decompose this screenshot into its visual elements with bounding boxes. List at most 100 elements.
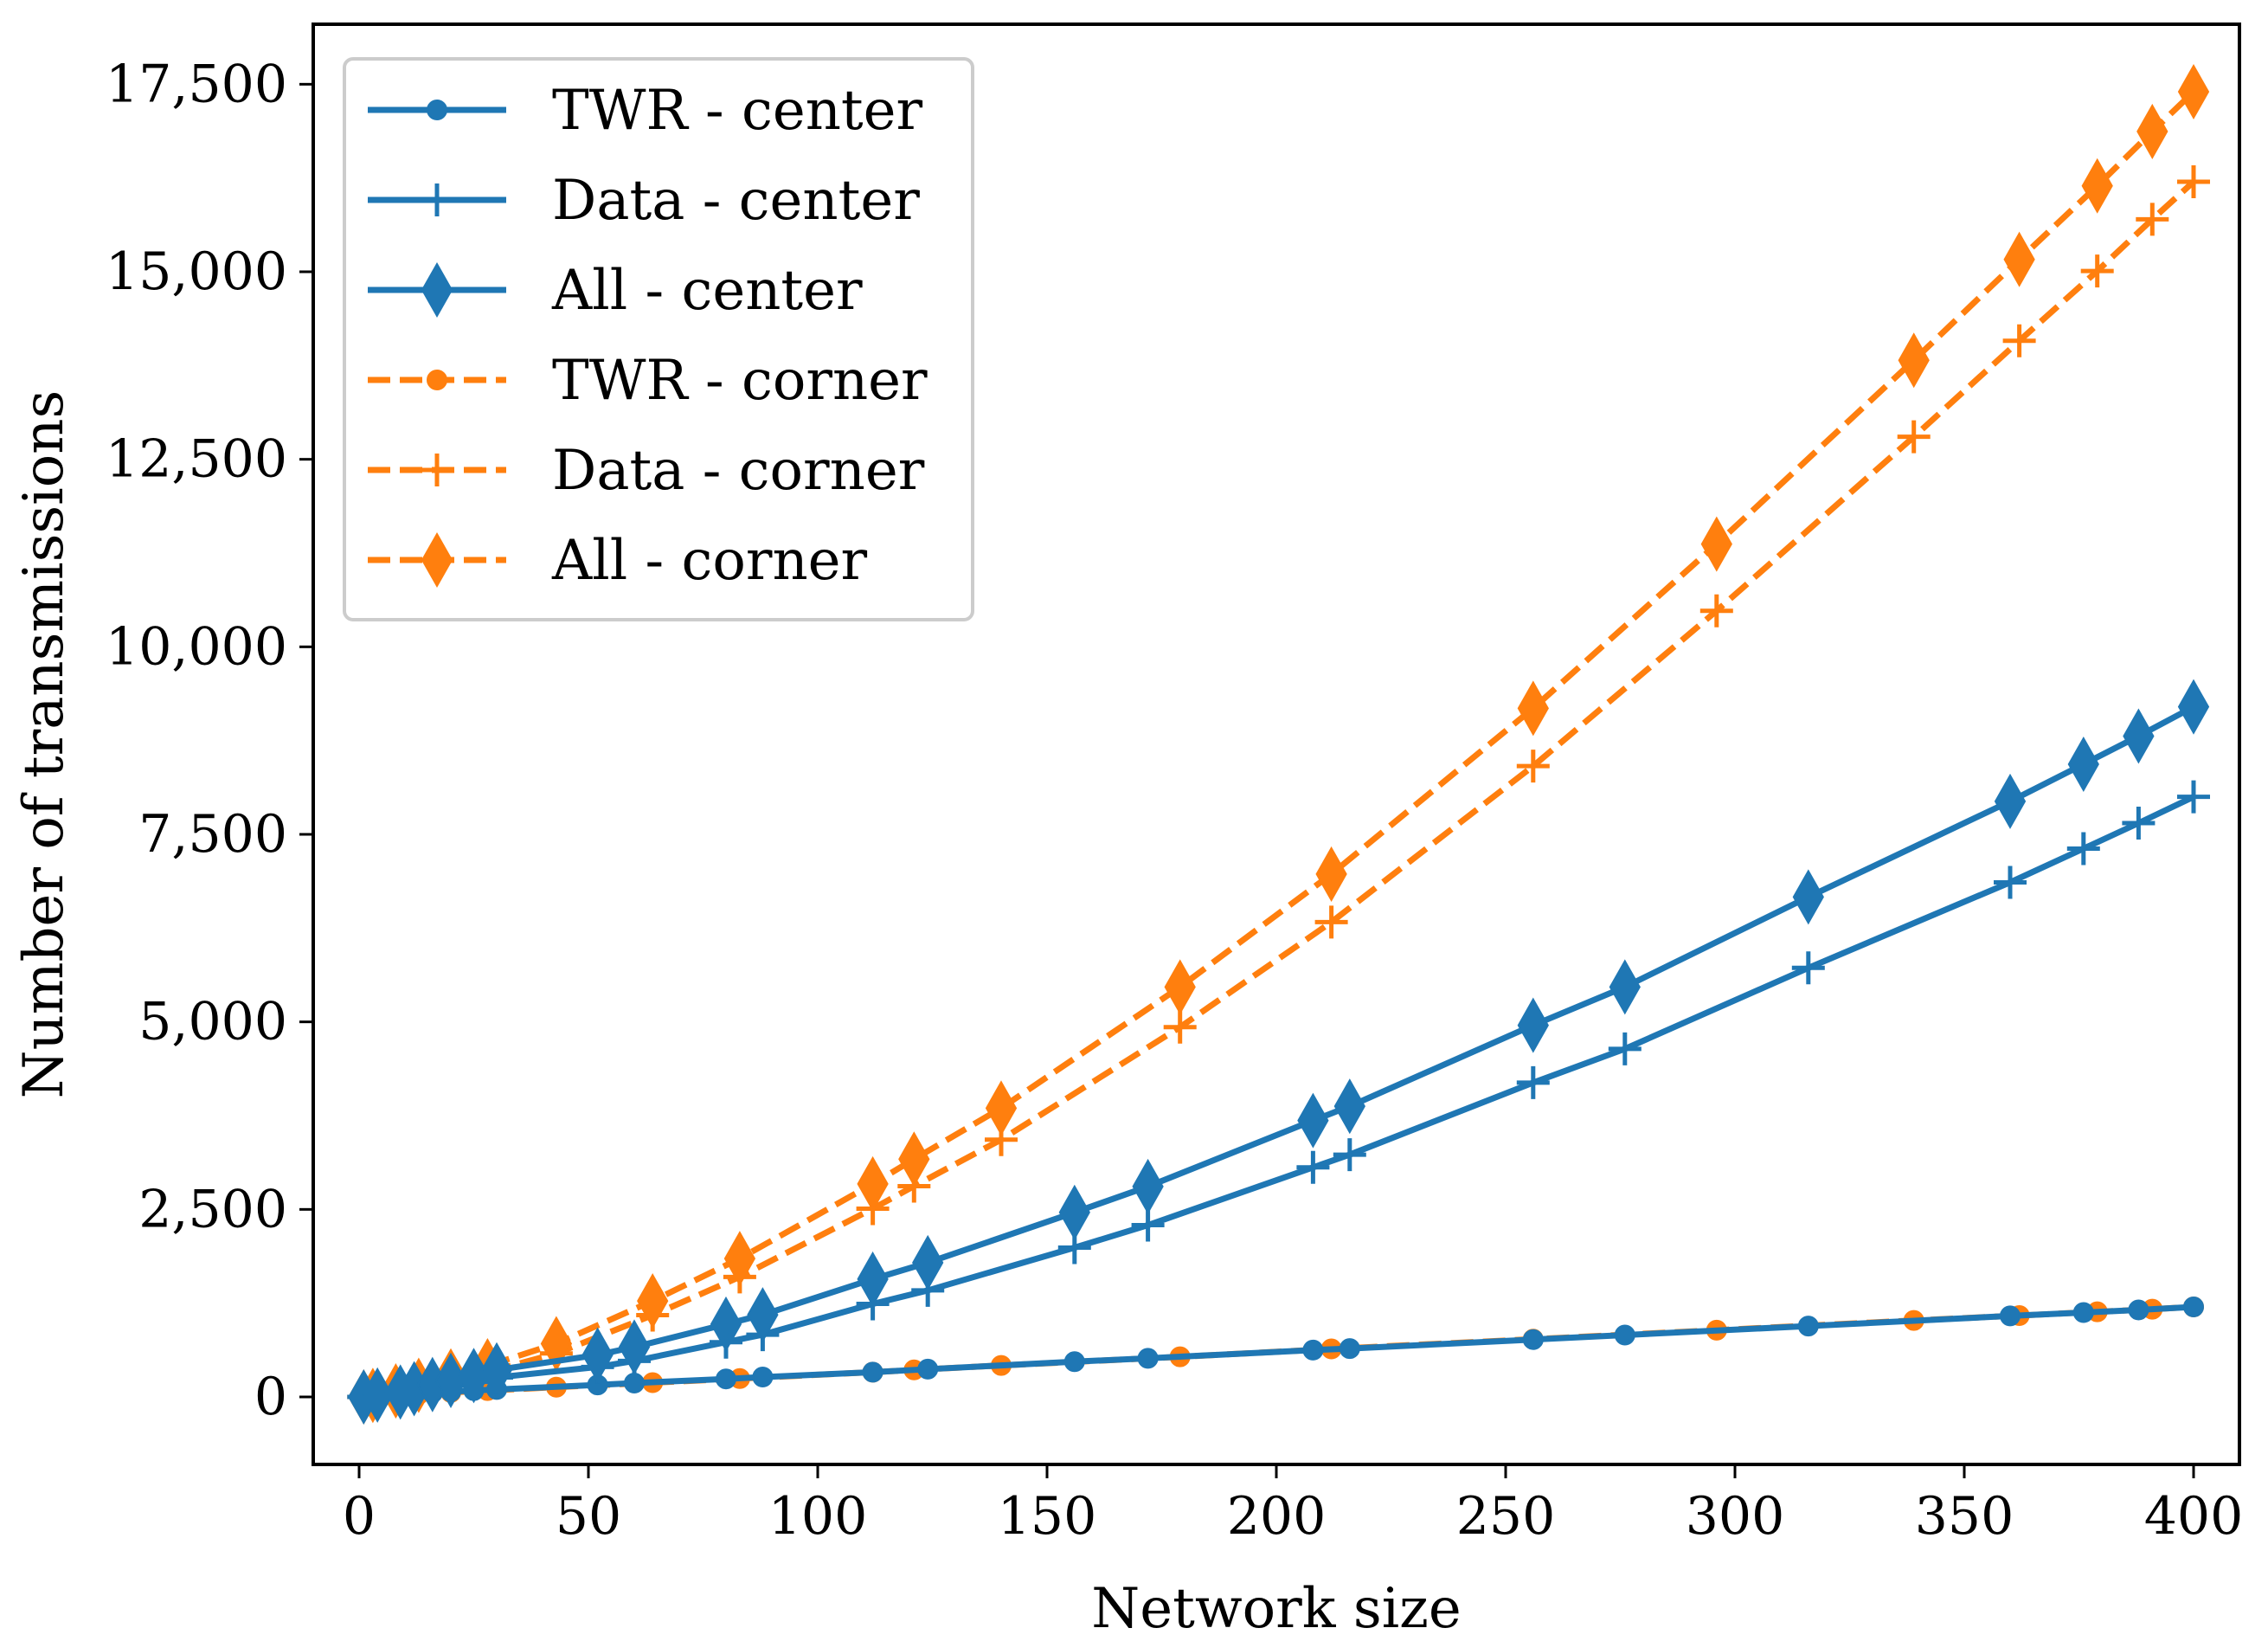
data-point-diamond xyxy=(898,1131,930,1187)
series-all-center xyxy=(348,679,2210,1425)
data-point-diamond xyxy=(985,1080,1018,1136)
y-axis-ticks: 0 2,500 5,000 7,500 10,000 12,500 15,000 17,500 xyxy=(106,54,313,1427)
legend-entry: Data - center xyxy=(368,169,920,233)
y-tick-label: 5,000 xyxy=(138,992,287,1052)
data-point-diamond xyxy=(480,1342,513,1398)
data-point-diamond xyxy=(421,531,453,589)
data-point-plus xyxy=(1699,594,1733,627)
legend-entry: TWR - center xyxy=(368,79,923,143)
y-tick-label: 0 xyxy=(254,1367,287,1427)
legend-label: Data - corner xyxy=(552,439,925,503)
data-point-diamond xyxy=(912,1234,944,1290)
data-point-circle xyxy=(917,1358,939,1380)
data-point-plus xyxy=(1516,1065,1550,1099)
data-point-diamond xyxy=(2081,158,2113,214)
data-point-diamond xyxy=(1994,773,2027,829)
data-point-diamond xyxy=(1297,1092,1329,1149)
data-point-diamond xyxy=(581,1327,614,1383)
data-point-plus xyxy=(1994,866,2027,899)
legend-entry: All - corner xyxy=(368,529,868,593)
data-point-diamond xyxy=(857,1251,889,1307)
legend-entry: All - center xyxy=(368,259,863,323)
legend: TWR - center Data - center All - center TWR… xyxy=(343,57,974,621)
data-point-diamond xyxy=(1609,959,1641,1015)
data-point-plus xyxy=(1791,951,1825,985)
data-point-circle xyxy=(862,1361,883,1383)
x-tick-label: 200 xyxy=(1227,1486,1327,1547)
data-point-diamond xyxy=(2136,103,2168,159)
data-point-plus xyxy=(2136,203,2169,236)
y-tick-label: 10,000 xyxy=(106,616,287,677)
x-tick-label: 250 xyxy=(1456,1486,1556,1547)
data-point-plus xyxy=(1608,1032,1642,1065)
x-tick-label: 50 xyxy=(556,1486,621,1547)
data-point-diamond xyxy=(2123,708,2155,764)
data-point-circle xyxy=(1302,1339,1324,1361)
data-point-plus xyxy=(421,454,453,486)
legend-label: All - corner xyxy=(551,529,868,593)
y-tick-label: 7,500 xyxy=(138,804,287,865)
data-point-plus xyxy=(1296,1150,1330,1184)
data-point-circle xyxy=(716,1368,736,1390)
data-point-diamond xyxy=(857,1155,889,1212)
data-point-circle xyxy=(427,370,447,390)
data-point-diamond xyxy=(1517,680,1549,737)
data-point-diamond xyxy=(1132,1158,1164,1214)
y-tick-label: 15,000 xyxy=(106,241,287,302)
data-point-plus xyxy=(1163,1010,1197,1044)
data-point-diamond xyxy=(2067,736,2099,792)
data-point-plus xyxy=(421,183,453,216)
y-tick-label: 17,500 xyxy=(106,54,287,114)
data-point-circle xyxy=(1614,1324,1635,1346)
data-point-diamond xyxy=(1792,869,1824,925)
data-point-plus xyxy=(1897,420,1931,454)
data-point-circle xyxy=(1137,1348,1159,1369)
data-point-plus xyxy=(1314,905,1348,939)
data-point-diamond xyxy=(1315,846,1347,902)
data-point-plus xyxy=(2177,165,2210,198)
data-point-diamond xyxy=(421,261,453,319)
data-point-circle xyxy=(1339,1338,1360,1360)
data-point-plus xyxy=(2122,807,2156,840)
data-point-diamond xyxy=(1058,1184,1090,1240)
legend-entry: TWR - corner xyxy=(368,349,928,413)
data-point-diamond xyxy=(1898,332,1930,389)
data-point-diamond xyxy=(747,1287,779,1343)
data-point-diamond xyxy=(362,1367,394,1423)
legend-label: TWR - center xyxy=(552,79,923,143)
data-point-circle xyxy=(2000,1305,2021,1327)
x-axis-ticks: 0 50 100 150 200 250 300 350 400 xyxy=(343,1464,2243,1547)
data-point-plus xyxy=(2066,832,2100,866)
data-point-diamond xyxy=(2177,679,2210,735)
data-point-diamond xyxy=(637,1273,669,1329)
series-layer xyxy=(347,63,2210,1425)
data-point-diamond xyxy=(1700,516,1732,572)
data-point-circle xyxy=(1522,1329,1544,1350)
data-point-diamond xyxy=(1333,1078,1365,1135)
data-point-circle xyxy=(2072,1302,2094,1323)
data-point-circle xyxy=(1063,1351,1085,1373)
data-point-plus xyxy=(2080,254,2114,288)
x-tick-label: 300 xyxy=(1686,1486,1785,1547)
x-tick-label: 100 xyxy=(768,1486,868,1547)
data-point-diamond xyxy=(2177,63,2210,120)
data-point-diamond xyxy=(1517,997,1549,1053)
data-point-diamond xyxy=(2003,231,2035,287)
data-point-circle xyxy=(2128,1299,2149,1321)
x-tick-label: 350 xyxy=(1915,1486,2014,1547)
legend-label: TWR - corner xyxy=(552,349,928,413)
y-tick-label: 2,500 xyxy=(138,1179,287,1239)
data-point-diamond xyxy=(723,1231,756,1287)
x-tick-label: 150 xyxy=(998,1486,1097,1547)
data-point-plus xyxy=(1333,1138,1366,1172)
y-axis-label: Number of transmissions xyxy=(12,390,76,1099)
data-point-plus xyxy=(2002,324,2036,357)
data-point-plus xyxy=(1516,750,1550,783)
legend-entry: Data - corner xyxy=(368,439,925,503)
data-point-circle xyxy=(427,100,447,120)
x-axis-label: Network size xyxy=(1091,1577,1462,1641)
y-tick-label: 12,500 xyxy=(106,429,287,490)
x-tick-label: 400 xyxy=(2144,1486,2244,1547)
